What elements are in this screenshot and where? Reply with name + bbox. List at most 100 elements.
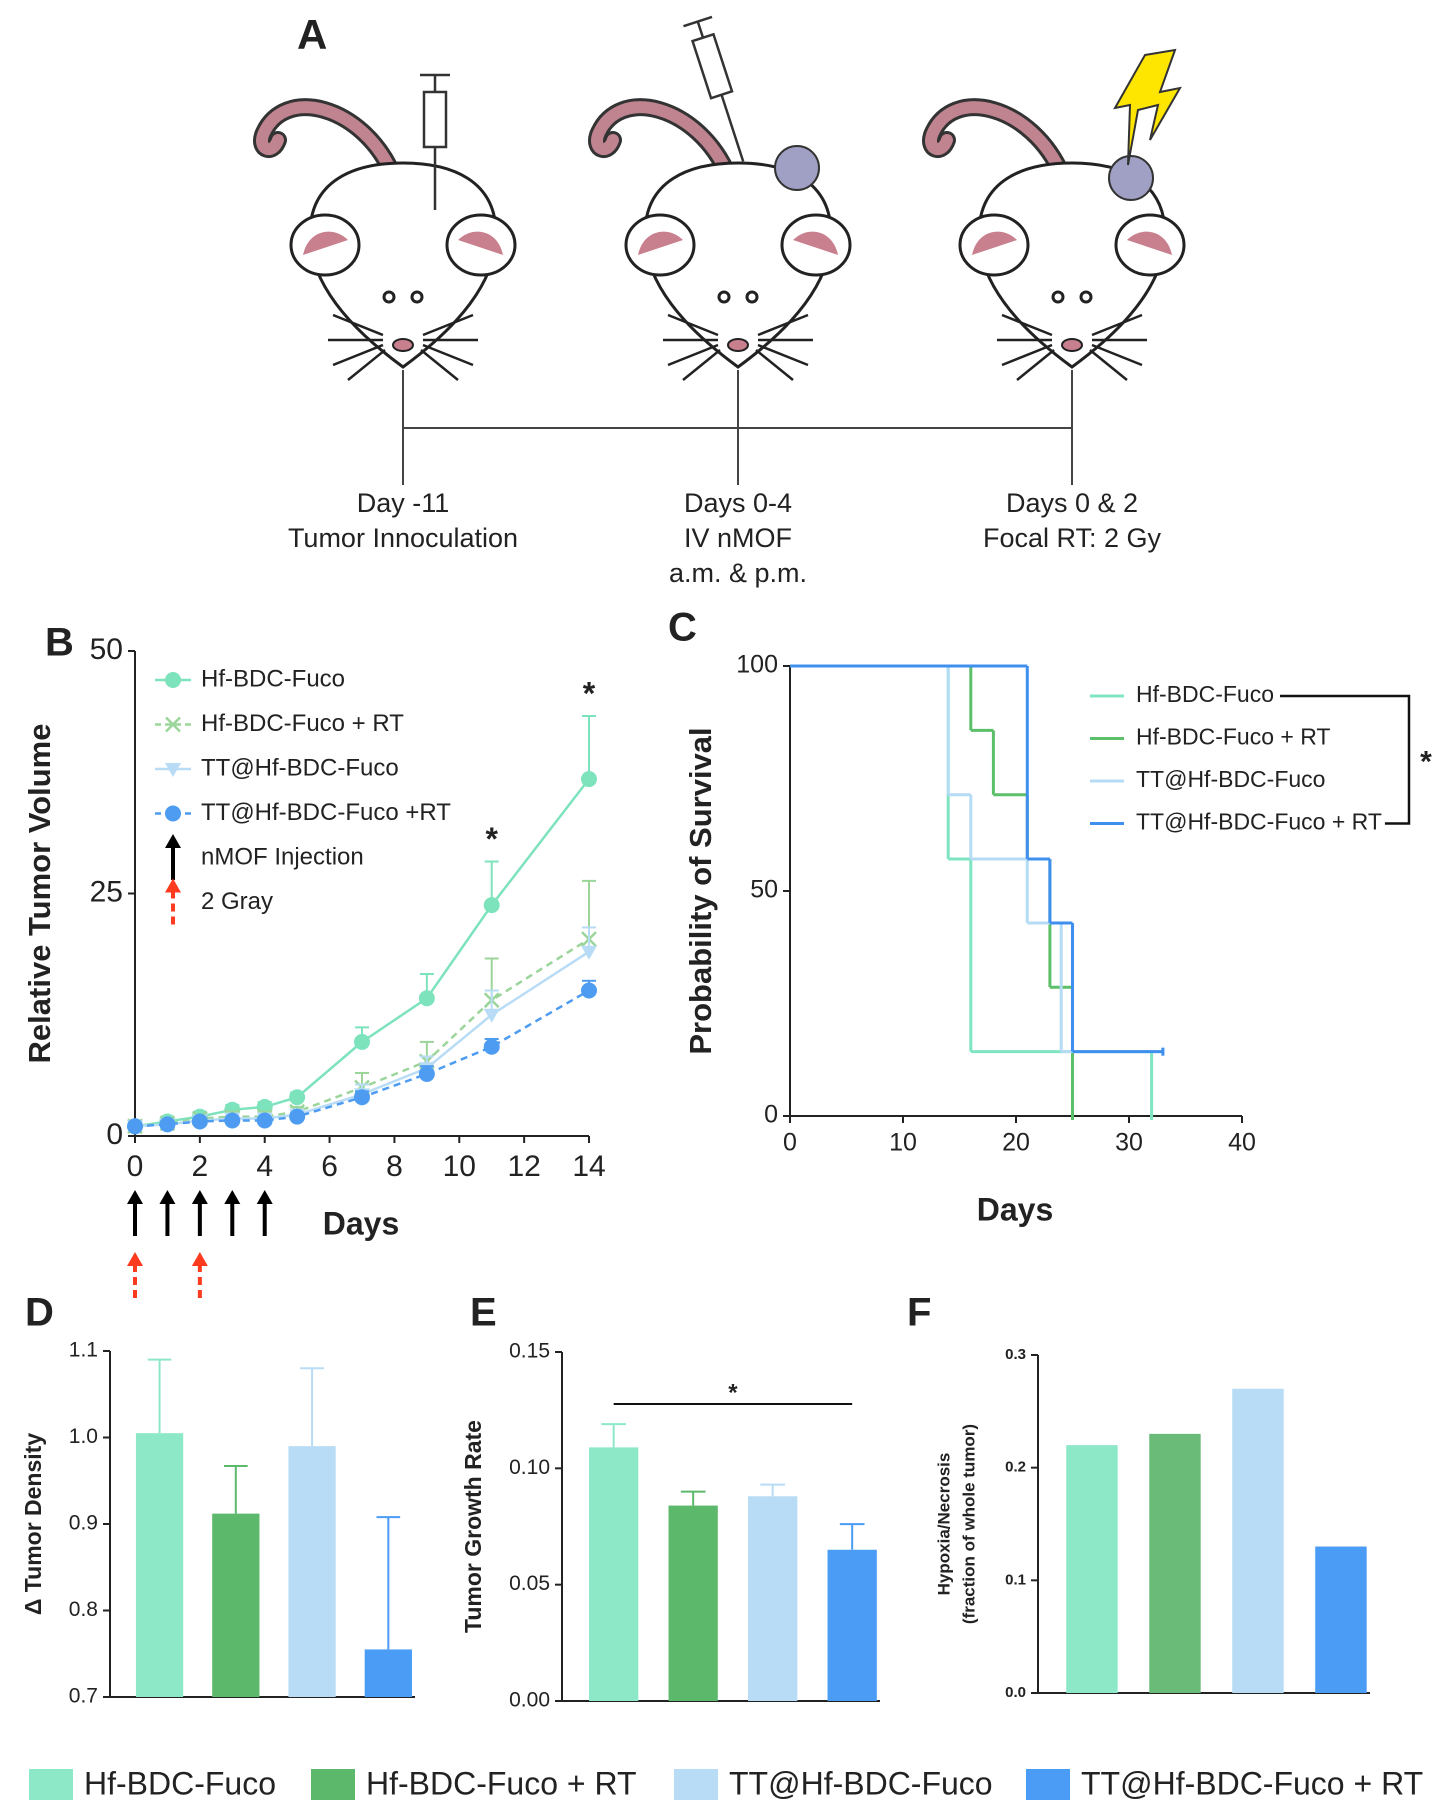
y-axis-title: Probability of Survival (683, 727, 718, 1054)
panel-label: F (907, 1291, 931, 1335)
data-point (165, 716, 181, 733)
y-tick-label: 0.15 (509, 1340, 550, 1363)
data-point (165, 763, 181, 777)
x-tick-label: 12 (507, 1150, 540, 1183)
legend-label: TT@Hf-BDC-Fuco + RT (1136, 809, 1382, 835)
legend-label: TT@Hf-BDC-Fuco +RT (201, 799, 451, 826)
significance-bracket (1280, 694, 1411, 825)
bar (212, 1513, 260, 1697)
legend-label: TT@Hf-BDC-Fuco + RT (1081, 1765, 1423, 1800)
tumor (774, 145, 820, 191)
radiation-bolt (1113, 48, 1182, 166)
timeline-label: a.m. & p.m. (669, 558, 807, 588)
bar (748, 1496, 798, 1701)
y-axis-title: Δ Tumor Density (20, 1433, 46, 1615)
data-point (483, 897, 500, 914)
y-tick-label: 0.0 (1005, 1684, 1026, 1701)
x-tick-label: 4 (256, 1150, 273, 1183)
arrow-head (191, 1252, 208, 1266)
y-tick-label: 50 (90, 633, 123, 666)
legend-swatch (29, 1769, 73, 1800)
x-tick-label: 8 (386, 1150, 403, 1183)
arrow-head (127, 1252, 143, 1266)
significance-mark: * (728, 1379, 738, 1406)
data-point (289, 1089, 306, 1106)
y-tick-label: 0 (106, 1118, 123, 1151)
series-line (134, 938, 590, 1128)
data-point (191, 1113, 208, 1130)
legend-label: Hf-BDC-Fuco + RT (1136, 724, 1330, 750)
x-tick-label: 0 (127, 1150, 144, 1183)
data-point (165, 672, 181, 688)
data-point (256, 1112, 273, 1129)
y-axis-title: Tumor Growth Rate (460, 1420, 486, 1633)
y-tick-label: 0.10 (509, 1456, 550, 1479)
bar (1066, 1445, 1118, 1693)
panel-label: B (45, 621, 74, 665)
x-tick-label: 6 (321, 1150, 338, 1183)
panel-label: D (25, 1291, 54, 1335)
data-point (127, 1118, 143, 1135)
x-tick-label: 2 (192, 1150, 209, 1183)
data-point (354, 1033, 370, 1050)
legend-label: Hf-BDC-Fuco + RT (366, 1765, 637, 1800)
arrow-head (256, 1190, 273, 1204)
data-point (354, 1089, 370, 1106)
y-tick-label: 0.3 (1005, 1346, 1026, 1363)
y-tick-label: 0.00 (509, 1689, 550, 1712)
arrow-head (165, 834, 181, 848)
y-tick-label: 25 (90, 875, 123, 908)
y-tick-label: 0.1 (1005, 1571, 1026, 1588)
data-point (581, 945, 597, 960)
mouse-illustration (262, 107, 515, 380)
panel-label: E (470, 1291, 497, 1335)
bar (1232, 1388, 1284, 1693)
arrow-head (165, 878, 181, 893)
legend-label: Hf-BDC-Fuco + RT (201, 710, 404, 737)
legend-label: Hf-BDC-Fuco (1136, 681, 1274, 707)
x-tick-label: 30 (1115, 1129, 1143, 1157)
syringe (420, 73, 450, 210)
x-axis-title: Days (323, 1205, 400, 1241)
bar (1315, 1546, 1367, 1693)
arrow-head (224, 1190, 241, 1204)
series-line (134, 778, 590, 1128)
panel-label: A (297, 11, 327, 58)
timeline (402, 370, 1073, 485)
data-point (418, 990, 435, 1007)
y-tick-label: 0.05 (509, 1572, 550, 1595)
bar (668, 1505, 718, 1701)
y-axis-title: (fraction of whole tumor) (959, 1424, 978, 1624)
arrow-head (159, 1190, 176, 1204)
tumor (1108, 155, 1154, 201)
legend-label: Hf-BDC-Fuco (84, 1765, 276, 1800)
arrow-head (191, 1190, 208, 1204)
timeline-label: Tumor Innoculation (288, 523, 518, 553)
y-tick-label: 1.0 (69, 1425, 98, 1448)
y-tick-label: 50 (750, 876, 778, 904)
data-point (581, 771, 597, 788)
legend-label: Hf-BDC-Fuco (201, 665, 345, 692)
y-tick-label: 1.1 (69, 1339, 98, 1362)
y-tick-label: 0.2 (1005, 1459, 1026, 1476)
x-axis-title: Days (977, 1191, 1054, 1227)
y-tick-label: 0.8 (69, 1598, 98, 1621)
data-point (483, 1038, 500, 1055)
data-point (581, 982, 597, 999)
arrow-head (127, 1190, 143, 1204)
data-point (224, 1112, 241, 1129)
bar (288, 1446, 336, 1697)
legend-swatch (311, 1769, 355, 1800)
legend-label: TT@Hf-BDC-Fuco (1136, 766, 1325, 792)
mouse-illustration (597, 107, 850, 380)
panel-label: C (668, 606, 697, 650)
y-axis-title: Hypoxia/Necrosis (934, 1453, 953, 1596)
y-axis-title: Relative Tumor Volume (22, 724, 57, 1064)
timeline-label: Day -11 (357, 488, 450, 518)
mouse-illustration (931, 107, 1184, 380)
bar (364, 1649, 412, 1697)
significance-mark: * (583, 675, 596, 711)
x-tick-label: 10 (443, 1150, 476, 1183)
x-tick-label: 0 (783, 1129, 797, 1157)
